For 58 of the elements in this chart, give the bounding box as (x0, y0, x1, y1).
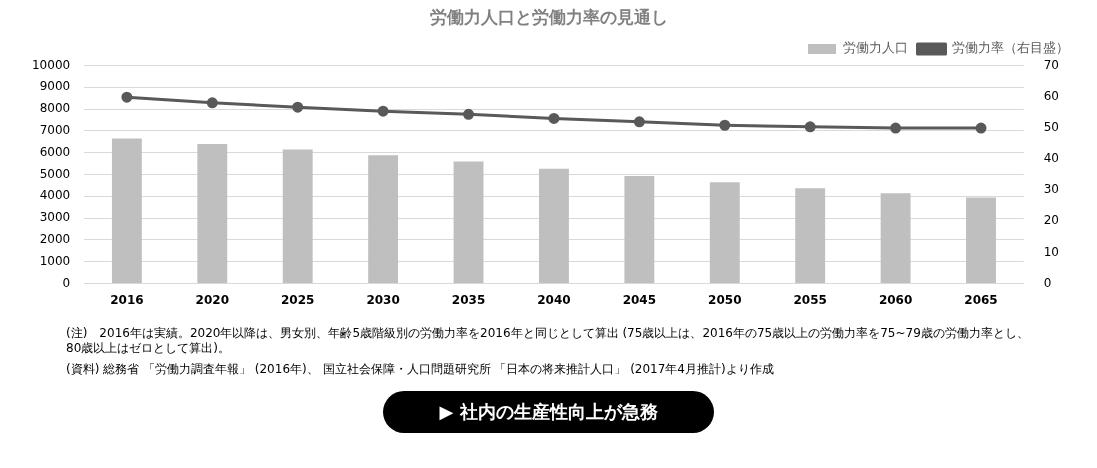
bar (111, 138, 142, 284)
y-tick-label: 3000 (39, 210, 71, 225)
y-tick-label: 9000 (39, 79, 71, 94)
bar (966, 197, 996, 284)
x-tick-label: 2065 (964, 292, 998, 307)
legend-label: 労働力人口 (842, 40, 908, 56)
x-tick-label: 2045 (622, 292, 657, 307)
bar (795, 188, 826, 284)
x-tick-label: 2030 (366, 292, 400, 307)
bar (453, 161, 484, 284)
point (890, 122, 902, 134)
text: ▶ 社内の生産性向上が急務 (383, 391, 714, 433)
x-tick-label: 2055 (793, 292, 827, 307)
bar (880, 193, 911, 284)
y2-tick-label: 30 (1043, 182, 1060, 197)
y-tick-label: 1000 (39, 253, 71, 268)
x-tick-label: 2025 (281, 292, 315, 307)
x-tick-label: 2050 (708, 292, 742, 307)
bar (624, 176, 655, 284)
chart-title: 労働力人口と労働力率の見通し (429, 6, 668, 27)
x-tick-label: 2020 (195, 292, 229, 307)
y-tick-label: 2000 (39, 232, 71, 247)
y2-tick-label: 0 (1043, 275, 1052, 290)
point (548, 112, 560, 124)
y-tick-label: 10000 (31, 57, 71, 72)
text: (資料) 総務省 「労働力調査年報」 (2016年)、 国立社会保障・人口問題研究所 「日本の将来推計人口」 (2017年4月推計)より作成 (66, 362, 775, 377)
point (719, 119, 731, 131)
bar (368, 155, 399, 284)
point (804, 121, 816, 133)
y2-tick-label: 50 (1043, 119, 1060, 134)
y-tick-label: 0 (62, 275, 71, 290)
bar (539, 168, 569, 284)
y2-tick-label: 70 (1043, 57, 1060, 72)
point (377, 105, 389, 117)
y-tick-label: 8000 (39, 101, 71, 116)
y2-tick-label: 60 (1043, 88, 1060, 103)
bar (197, 143, 228, 284)
bar (709, 182, 740, 284)
y-tick-label: 4000 (39, 188, 71, 203)
legend-label: 労働力率（右目盛） (952, 40, 1069, 56)
bar (282, 149, 313, 284)
point (463, 108, 475, 120)
x-tick-label: 2035 (451, 292, 486, 307)
y2-tick-label: 20 (1043, 213, 1060, 228)
text: (注) 2016年は実績。2020年以降は、男女別、年齢5歳階級別の労働力率を2016年と同じとして算出 (75歳以上は、2016年の75歳以上の労働力率を75~79歳の労働力率とし、80歳以上はゼロとして算出)。 (66, 326, 1030, 356)
y2-tick-label: 10 (1043, 244, 1060, 259)
point (633, 116, 645, 128)
point (975, 122, 987, 134)
point (121, 91, 133, 103)
point (206, 97, 218, 109)
y-tick-label: 7000 (39, 122, 71, 137)
x-tick-label: 2016 (110, 292, 144, 307)
x-tick-label: 2040 (537, 292, 571, 307)
x-tick-label: 2060 (878, 292, 913, 307)
y-tick-label: 5000 (39, 166, 71, 181)
y-tick-label: 6000 (39, 144, 71, 159)
point (292, 101, 304, 113)
y2-tick-label: 40 (1043, 151, 1060, 166)
